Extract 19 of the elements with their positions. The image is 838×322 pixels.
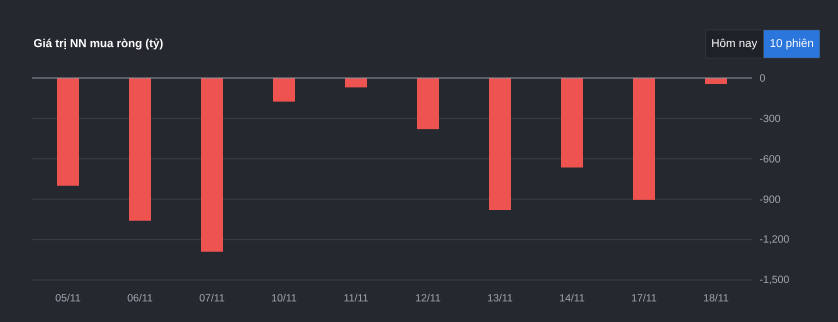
x-tick-label: 18/11: [704, 294, 728, 302]
x-tick-label: 06/11: [128, 294, 152, 302]
y-tick-label: -600: [760, 155, 780, 163]
x-tick-label: 12/11: [416, 294, 440, 302]
chart-title: Giá trị NN mua ròng (tỷ): [34, 38, 163, 50]
x-tick-label: 11/11: [344, 294, 368, 302]
y-tick-label: -300: [760, 114, 780, 122]
y-tick-label: 0: [760, 74, 765, 82]
text: 10 phiên: [770, 38, 814, 50]
x-tick-label: 14/11: [560, 294, 584, 302]
text: Hôm nay: [712, 38, 758, 50]
x-tick-label: 07/11: [200, 294, 224, 302]
x-tick-label: 17/11: [632, 294, 656, 302]
x-tick-label: 13/11: [488, 294, 512, 302]
y-tick-label: -1,200: [760, 235, 789, 244]
y-tick-label: -1,500: [760, 276, 789, 284]
x-tick-label: 10/11: [272, 294, 296, 302]
x-tick-label: 05/11: [56, 294, 80, 302]
y-tick-label: -900: [760, 195, 780, 203]
